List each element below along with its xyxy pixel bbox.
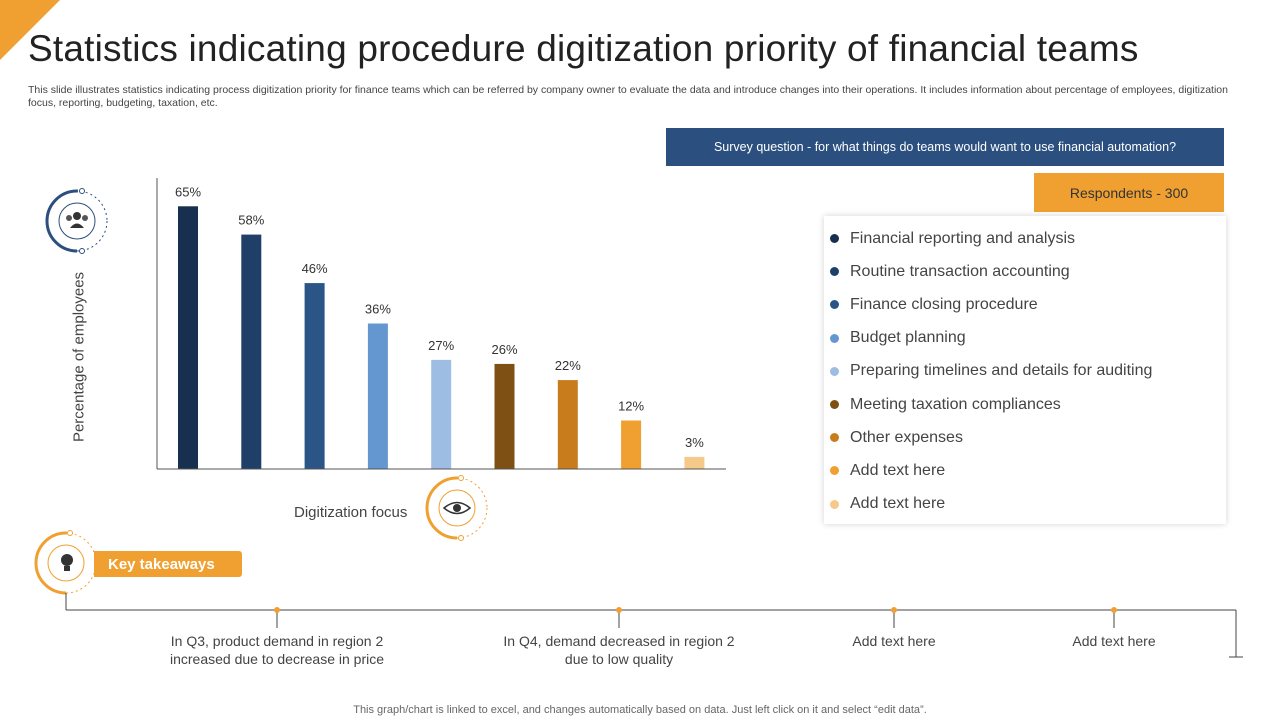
- eye-focus-icon: [425, 475, 489, 541]
- takeaway-text-1: In Q3, product demand in region 2 increa…: [169, 633, 385, 667]
- bar-value-label-2: 58%: [238, 213, 264, 228]
- x-axis-label: Digitization focus: [294, 504, 408, 521]
- legend-label-3: Finance closing procedure: [850, 295, 1038, 313]
- survey-question-banner: Survey question - for what things do tea…: [666, 128, 1224, 166]
- legend-item-6: Meeting taxation compliances: [830, 388, 1226, 421]
- bar-value-label-1: 65%: [175, 184, 201, 199]
- takeaway-text-3: Add text here: [852, 633, 936, 649]
- legend-item-5: Preparing timelines and details for audi…: [830, 355, 1226, 388]
- legend-item-1: Financial reporting and analysis: [830, 222, 1226, 255]
- bar-value-label-6: 26%: [491, 342, 517, 357]
- bar-5: [431, 359, 452, 469]
- bar-9: [684, 456, 705, 469]
- legend-swatch-3: [830, 300, 839, 310]
- bar-7: [557, 380, 578, 469]
- takeaway-text-2: In Q4, demand decreased in region 2 due …: [503, 633, 735, 667]
- timeline-dot-2: [616, 607, 622, 613]
- bar-value-label-9: 3%: [685, 435, 704, 450]
- legend-swatch-9: [830, 499, 839, 509]
- legend-label-8: Add text here: [850, 461, 946, 479]
- page-title: Statistics indicating procedure digitiza…: [28, 28, 1139, 69]
- legend-swatch-2: [830, 267, 839, 277]
- bar-6: [494, 363, 515, 469]
- bar-value-label-4: 36%: [365, 302, 391, 317]
- legend-item-4: Budget planning: [830, 322, 1226, 355]
- bar-value-label-7: 22%: [555, 358, 581, 373]
- timeline-dot-1: [274, 607, 280, 613]
- employees-icon: [45, 188, 109, 254]
- legend-label-5: Preparing timelines and details for audi…: [850, 362, 1153, 380]
- chart-legend: Financial reporting and analysis Routine …: [824, 216, 1226, 524]
- legend-swatch-6: [830, 400, 839, 410]
- footer-note: This graph/chart is linked to excel, and…: [353, 704, 927, 716]
- takeaway-text-4: Add text here: [1072, 633, 1156, 649]
- legend-label-1: Financial reporting and analysis: [850, 229, 1076, 247]
- legend-label-7: Other expenses: [850, 428, 963, 446]
- legend-item-9: Add text here: [830, 488, 1226, 521]
- corner-accent: [0, 0, 60, 60]
- legend-item-7: Other expenses: [830, 421, 1226, 454]
- respondents-badge: Respondents - 300: [1034, 173, 1224, 212]
- lightbulb-icon: [34, 530, 98, 595]
- legend-swatch-8: [830, 466, 839, 476]
- bar-1: [178, 206, 198, 469]
- timeline-dot-3: [891, 607, 897, 613]
- legend-label-6: Meeting taxation compliances: [850, 395, 1061, 413]
- timeline-dot-4: [1111, 607, 1117, 613]
- legend-label-4: Budget planning: [850, 329, 966, 347]
- bar-value-label-3: 46%: [302, 261, 328, 276]
- bar-8: [621, 420, 642, 469]
- legend-swatch-1: [830, 234, 839, 244]
- legend-label-9: Add text here: [850, 495, 946, 513]
- page-subtitle: This slide illustrates statistics indica…: [28, 84, 1228, 109]
- bar-3: [304, 283, 325, 469]
- legend-swatch-7: [830, 433, 839, 443]
- legend-swatch-5: [830, 366, 839, 376]
- legend-item-2: Routine transaction accounting: [830, 255, 1226, 288]
- legend-item-8: Add text here: [830, 454, 1226, 487]
- bar-value-label-5: 27%: [428, 338, 454, 353]
- y-axis-label: Percentage of employees: [70, 271, 88, 443]
- bar-value-label-8: 12%: [618, 399, 644, 414]
- legend-item-3: Finance closing procedure: [830, 288, 1226, 321]
- legend-swatch-4: [830, 333, 839, 343]
- legend-label-2: Routine transaction accounting: [850, 262, 1070, 280]
- bar-4: [367, 323, 388, 469]
- key-takeaways-label: Key takeaways: [94, 551, 242, 577]
- bar-2: [241, 234, 262, 469]
